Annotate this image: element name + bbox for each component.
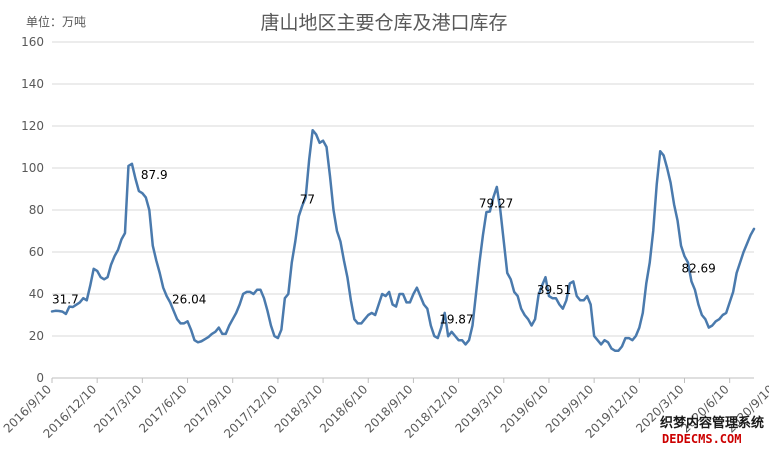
watermark: 织梦内容管理系统 DEDECMS.COM — [660, 415, 764, 446]
y-tick-label: 160 — [21, 35, 44, 49]
y-axis-ticks: 0 20 40 60 80 100 120 140 160 — [21, 35, 44, 385]
chart-title: 唐山地区主要仓库及港口库存 — [260, 12, 507, 34]
y-tick-label: 60 — [29, 245, 44, 259]
y-tick-label: 0 — [36, 371, 44, 385]
data-label: 39.51 — [537, 283, 571, 297]
watermark-line1: 织梦内容管理系统 — [660, 415, 764, 431]
data-label: 77 — [300, 192, 315, 206]
watermark-line2: DEDECMS.COM — [662, 432, 741, 446]
series-line — [50, 128, 756, 352]
x-tick-label: 2019/6/10 — [498, 382, 551, 435]
y-tick-label: 120 — [21, 119, 44, 133]
data-label: 19.87 — [439, 313, 473, 327]
data-label: 26.04 — [172, 292, 206, 306]
y-tick-label: 20 — [29, 329, 44, 343]
data-label: 31.7 — [52, 292, 79, 306]
y-tick-label: 100 — [21, 161, 44, 175]
y-tick-label: 140 — [21, 77, 44, 91]
x-tick-label: 2018/6/10 — [317, 382, 370, 435]
data-label: 82.69 — [681, 261, 715, 275]
data-label: 79.27 — [479, 197, 513, 211]
x-tick-label: 2017/3/10 — [91, 382, 144, 435]
series-group — [50, 128, 756, 352]
y-tick-label: 40 — [29, 287, 44, 301]
data-labels: 31.7 87.9 26.04 77 19.87 79.27 39.51 82.69 — [52, 168, 716, 327]
x-tick-label: 2017/6/10 — [136, 382, 189, 435]
x-tick-label: 2019/3/10 — [452, 382, 505, 435]
x-axis-ticks: 2016/9/102016/12/102017/3/102017/6/10201… — [1, 378, 769, 441]
unit-label: 单位：万吨 — [26, 14, 86, 29]
data-label: 87.9 — [141, 168, 168, 182]
x-tick-label: 2018/3/10 — [272, 382, 325, 435]
y-tick-label: 80 — [29, 203, 44, 217]
gridlines — [52, 41, 754, 337]
